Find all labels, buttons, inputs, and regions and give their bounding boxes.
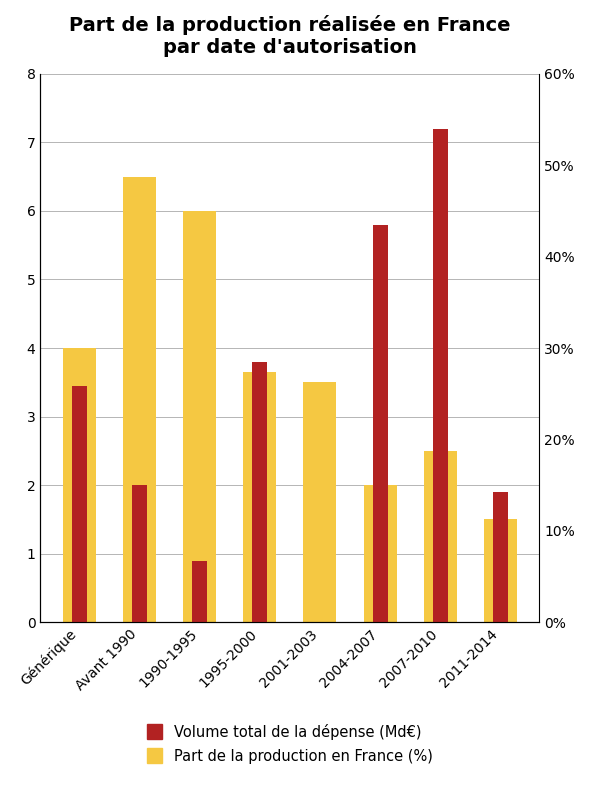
Bar: [123, 177, 156, 622]
Bar: [192, 561, 207, 622]
Bar: [424, 451, 457, 622]
Title: Part de la production réalisée en France
par date d'autorisation: Part de la production réalisée en France…: [69, 15, 511, 57]
Bar: [132, 485, 148, 622]
Bar: [484, 520, 517, 622]
Bar: [493, 492, 508, 622]
Bar: [72, 386, 87, 622]
Bar: [243, 372, 276, 622]
Bar: [372, 224, 388, 622]
Bar: [253, 362, 267, 622]
Bar: [432, 128, 448, 622]
Bar: [183, 211, 217, 622]
Bar: [363, 485, 396, 622]
Bar: [63, 348, 96, 622]
Bar: [303, 383, 336, 622]
Legend: Volume total de la dépense (Md€), Part de la production en France (%): Volume total de la dépense (Md€), Part d…: [140, 717, 440, 771]
